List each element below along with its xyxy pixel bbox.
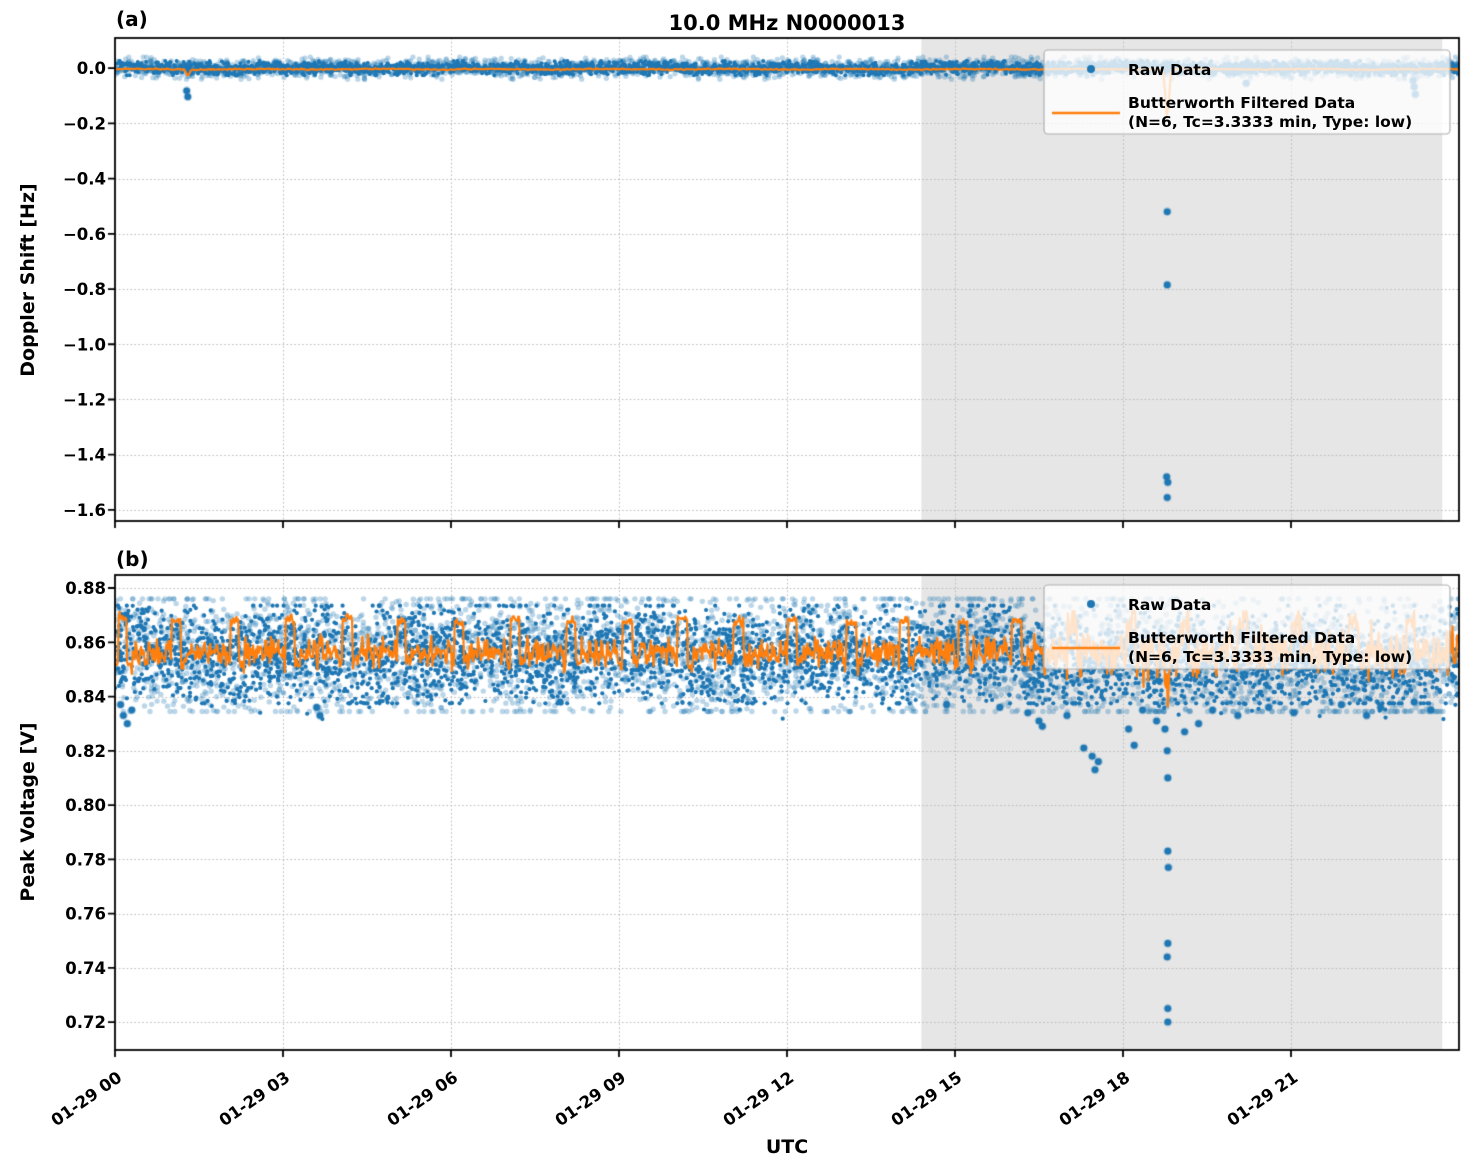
y-tick-label: −1.2 (63, 390, 106, 409)
x-tick-label: 01-29 21 (1224, 1068, 1302, 1130)
y-tick-label: 0.86 (65, 633, 106, 652)
y-tick-label: −0.8 (63, 280, 106, 299)
y-tick-label: 0.78 (65, 850, 106, 869)
y-tick-labels-b: 0.88 0.86 0.84 0.82 0.80 0.78 0.76 0.74 0.72 (65, 579, 106, 1032)
y-tick-label: −1.4 (63, 446, 106, 465)
y-axis-label-doppler: Doppler Shift [Hz] (17, 183, 39, 376)
x-tick-label: 01-29 18 (1056, 1068, 1134, 1130)
y-tick-label: −0.4 (63, 170, 106, 189)
panel-b-label: (b) (116, 547, 149, 571)
x-tick-label: 01-29 09 (552, 1068, 630, 1130)
legend-a-filtered-label-2: (N=6, Tc=3.3333 min, Type: low) (1128, 113, 1412, 131)
panel-a-label: (a) (116, 7, 148, 31)
x-tick-labels: 01-29 00 01-29 03 01-29 06 01-29 09 01-29 12… (48, 1068, 1302, 1130)
y-tick-label: −1.0 (63, 335, 106, 354)
y-tick-label: 0.74 (65, 959, 106, 978)
y-tick-label: 0.0 (77, 59, 106, 78)
y-tick-label: 0.88 (65, 579, 106, 598)
y-tick-labels-a: 0.0 −0.2 −0.4 −0.6 −0.8 −1.0 −1.2 −1.4 −1.6 (63, 59, 106, 520)
y-tick-label: −0.2 (63, 114, 106, 133)
y-tick-label: 0.76 (65, 905, 106, 924)
x-tick-label: 01-29 00 (48, 1068, 126, 1130)
legend-b-filtered-label-1: Butterworth Filtered Data (1128, 629, 1355, 647)
x-tick-label: 01-29 03 (216, 1068, 294, 1130)
legend-a-filtered-label-1: Butterworth Filtered Data (1128, 94, 1355, 112)
x-tick-label: 01-29 15 (888, 1068, 966, 1130)
y-axis-label-voltage: Peak Voltage [V] (17, 722, 39, 901)
figure-title: 10.0 MHz N0000013 (669, 11, 906, 35)
y-tick-label: 0.82 (65, 742, 106, 761)
legend-b-filtered-label-2: (N=6, Tc=3.3333 min, Type: low) (1128, 648, 1412, 666)
x-tick-label: 01-29 06 (384, 1068, 462, 1130)
legend-b-raw-label: Raw Data (1128, 596, 1211, 614)
legend-a-raw-label: Raw Data (1128, 61, 1211, 79)
x-axis-label: UTC (766, 1136, 808, 1158)
y-tick-label: −0.6 (63, 225, 106, 244)
y-tick-label: 0.72 (65, 1013, 106, 1032)
y-tick-label: −1.6 (63, 501, 106, 520)
y-tick-label: 0.84 (65, 688, 106, 707)
y-tick-label: 0.80 (65, 796, 106, 815)
x-tick-label: 01-29 12 (720, 1068, 798, 1130)
